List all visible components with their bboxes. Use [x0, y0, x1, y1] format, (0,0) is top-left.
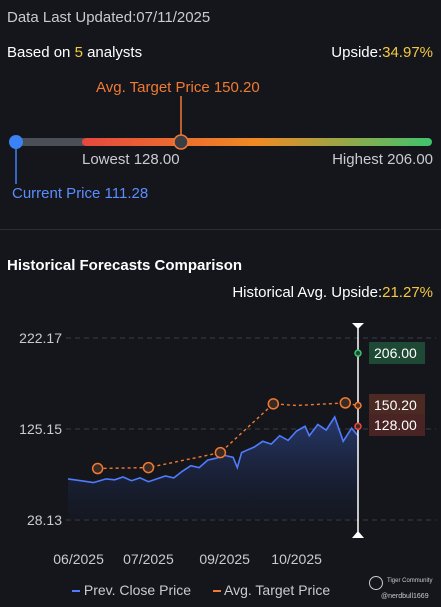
y-axis-ticks: 222.17 125.15 28.13: [19, 330, 62, 528]
y-tick-label: 125.15: [19, 421, 62, 437]
avg-target-point: [339, 397, 352, 409]
current-date-top-handle[interactable]: [352, 323, 364, 329]
end-value-text: 206.00: [374, 345, 417, 361]
section-divider: [0, 229, 441, 230]
highest-label: Highest 206.00: [332, 151, 433, 168]
end-value-dot: [354, 401, 362, 410]
avg-target-point: [91, 462, 104, 475]
legend: Prev. Close Price Avg. Target Price: [72, 582, 330, 598]
end-value-text: 150.20: [374, 397, 417, 413]
tiger-logo: [369, 576, 383, 590]
legend-prev-close: Prev. Close Price: [83, 582, 191, 598]
historical-chart: 222.17 125.15 28.13 06/2025 07/2025 09/2025 1…: [19, 323, 436, 567]
y-tick-label: 222.17: [19, 330, 62, 346]
section-title: Historical Forecasts Comparison: [7, 257, 243, 274]
end-value-dot: [354, 422, 362, 431]
x-tick-label: 09/2025: [199, 551, 250, 567]
historical-upside: Historical Avg. Upside:21.27%: [232, 284, 433, 301]
avg-target-point: [214, 446, 227, 459]
analyst-prefix: Based on: [7, 44, 75, 61]
historical-upside-value: 21.27%: [382, 284, 433, 301]
prev-close-line: [67, 415, 359, 484]
end-value-box: [369, 394, 425, 416]
last-updated-label: Data Last Updated:: [7, 9, 137, 26]
end-value-dot: [354, 349, 362, 357]
analyst-suffix: analysts: [82, 44, 143, 61]
avg-target-point: [267, 398, 280, 410]
end-value-labels: 206.00 150.20 128.00: [354, 342, 425, 436]
range-gradient: [82, 138, 432, 146]
price-range: [9, 96, 432, 184]
last-updated-date: 07/11/2025: [136, 9, 211, 26]
current-price-marker: [9, 135, 23, 149]
watermark-user: @nerdbull1669: [381, 593, 429, 600]
y-tick-label: 28.13: [27, 512, 62, 528]
current-date-bottom-handle[interactable]: [352, 531, 364, 538]
end-value-text: 128.00: [374, 417, 417, 433]
x-tick-label: 07/2025: [123, 551, 174, 567]
avg-target-markers: [91, 397, 352, 475]
last-updated: Data Last Updated:07/11/2025: [7, 9, 210, 26]
analyst-number: 5: [74, 44, 83, 61]
prev-close-area: [68, 416, 358, 520]
legend-prev-close-swatch: [72, 590, 80, 593]
watermark: Tiger Community @nerdbull1669: [369, 575, 439, 603]
analyst-count: Based on 5 analysts: [7, 44, 142, 61]
current-price-label: Current Price 111.28: [12, 185, 149, 202]
legend-avg-target: Avg. Target Price: [224, 582, 331, 598]
watermark-brand: Tiger Community: [387, 578, 433, 584]
x-tick-label: 06/2025: [53, 551, 104, 567]
range-track: [9, 138, 87, 146]
upside-label: Upside:: [331, 44, 383, 61]
upside: Upside:34.97%: [331, 44, 433, 61]
avg-target-point: [142, 461, 155, 474]
avg-target-marker: [173, 134, 189, 150]
end-value-box: [369, 414, 425, 436]
lowest-label: Lowest 128.00: [82, 151, 180, 168]
avg-target-label: Avg. Target Price 150.20: [96, 79, 260, 96]
legend-avg-target-swatch: [212, 590, 221, 593]
end-value-box: [369, 342, 425, 364]
x-tick-label: 10/2025: [271, 551, 322, 567]
historical-upside-label: Historical Avg. Upside:: [232, 284, 383, 301]
x-axis-ticks: 06/2025 07/2025 09/2025 10/2025: [53, 551, 322, 567]
upside-value: 34.97%: [382, 44, 433, 61]
